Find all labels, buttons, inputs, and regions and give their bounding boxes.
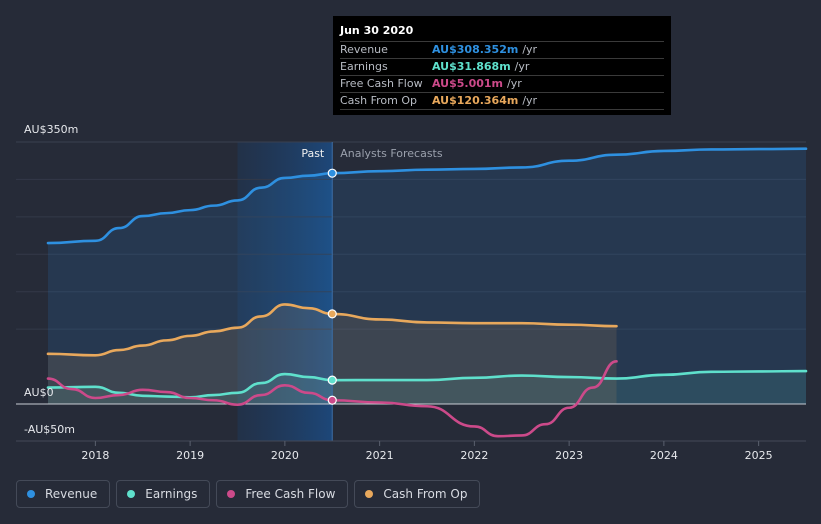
earnings-dot-icon — [127, 490, 136, 498]
forecast-label: Analysts Forecasts — [340, 147, 443, 160]
tooltip-unit: /yr — [522, 43, 538, 56]
earnings-marker — [327, 375, 337, 385]
series-areas — [48, 148, 806, 404]
x-tick-label: 2022 — [460, 449, 488, 462]
legend-label: Revenue — [45, 487, 98, 501]
tooltip-unit: /yr — [522, 94, 538, 107]
revenue-line — [46, 147, 808, 245]
cash-from-op-line — [46, 303, 618, 357]
tooltip-date: Jun 30 2020 — [340, 22, 664, 42]
free-cash-flow-dot-icon — [227, 490, 236, 498]
tooltip-value: AU$5.001m — [432, 77, 504, 90]
legend-earnings-toggle[interactable]: Earnings — [116, 480, 211, 508]
free-cash-flow-marker — [327, 395, 337, 405]
revenue-dot-icon — [27, 490, 35, 498]
x-axis-ticks: 2018 2019 2020 2021 2022 2023 2024 2025 — [81, 441, 773, 462]
legend-label: Earnings — [145, 487, 198, 501]
tooltip-value: AU$31.868m — [432, 60, 511, 73]
series-lines — [46, 147, 808, 438]
legend-label: Cash From Op — [383, 487, 468, 501]
tooltip-unit: /yr — [507, 77, 522, 90]
y-label-negative: -AU$50m — [24, 423, 75, 436]
cash-from-op-marker — [327, 309, 337, 319]
cash-from-op-dot-icon — [365, 490, 374, 498]
tooltip-value: AU$308.352m — [432, 43, 519, 56]
x-tick-label: 2023 — [555, 449, 583, 462]
financial-chart: 2018 2019 2020 2021 2022 2023 2024 2025 AU$350m… — [16, 123, 808, 462]
x-tick-label: 2021 — [366, 449, 394, 462]
tooltip-row-cash-from-op: Cash From Op AU$120.364m /yr — [340, 93, 664, 110]
revenue-area — [48, 148, 806, 404]
tooltip-row-revenue: Revenue AU$308.352m /yr — [340, 42, 664, 59]
tooltip-value: AU$120.364m — [432, 94, 519, 107]
y-label-top: AU$350m — [24, 123, 78, 136]
data-tooltip: Jun 30 2020 Revenue AU$308.352m /yr Earn… — [333, 16, 671, 115]
series-markers — [327, 168, 337, 405]
tooltip-label: Earnings — [340, 60, 388, 73]
legend-revenue-toggle[interactable]: Revenue — [16, 480, 111, 508]
past-label: Past — [301, 147, 325, 160]
tooltip-row-free-cash-flow: Free Cash Flow AU$5.001m /yr — [340, 76, 664, 93]
tooltip-label: Free Cash Flow — [340, 77, 423, 90]
y-label-zero: AU$0 — [24, 386, 54, 399]
free-cash-flow-line — [46, 360, 618, 438]
tooltip-label: Cash From Op — [340, 94, 418, 107]
legend-cash-from-op-toggle[interactable]: Cash From Op — [354, 480, 481, 508]
x-tick-label: 2018 — [81, 449, 109, 462]
tooltip-unit: /yr — [514, 60, 530, 73]
tooltip-row-earnings: Earnings AU$31.868m /yr — [340, 59, 664, 76]
x-tick-label: 2025 — [745, 449, 773, 462]
x-tick-label: 2020 — [271, 449, 299, 462]
revenue-marker — [327, 168, 337, 178]
x-tick-label: 2024 — [650, 449, 678, 462]
chart-legend: Revenue Earnings Free Cash Flow Cash Fro… — [16, 480, 481, 508]
tooltip-label: Revenue — [340, 43, 388, 56]
legend-label: Free Cash Flow — [245, 487, 336, 501]
earnings-line — [46, 369, 808, 399]
legend-free-cash-flow-toggle[interactable]: Free Cash Flow — [216, 480, 349, 508]
x-tick-label: 2019 — [176, 449, 204, 462]
